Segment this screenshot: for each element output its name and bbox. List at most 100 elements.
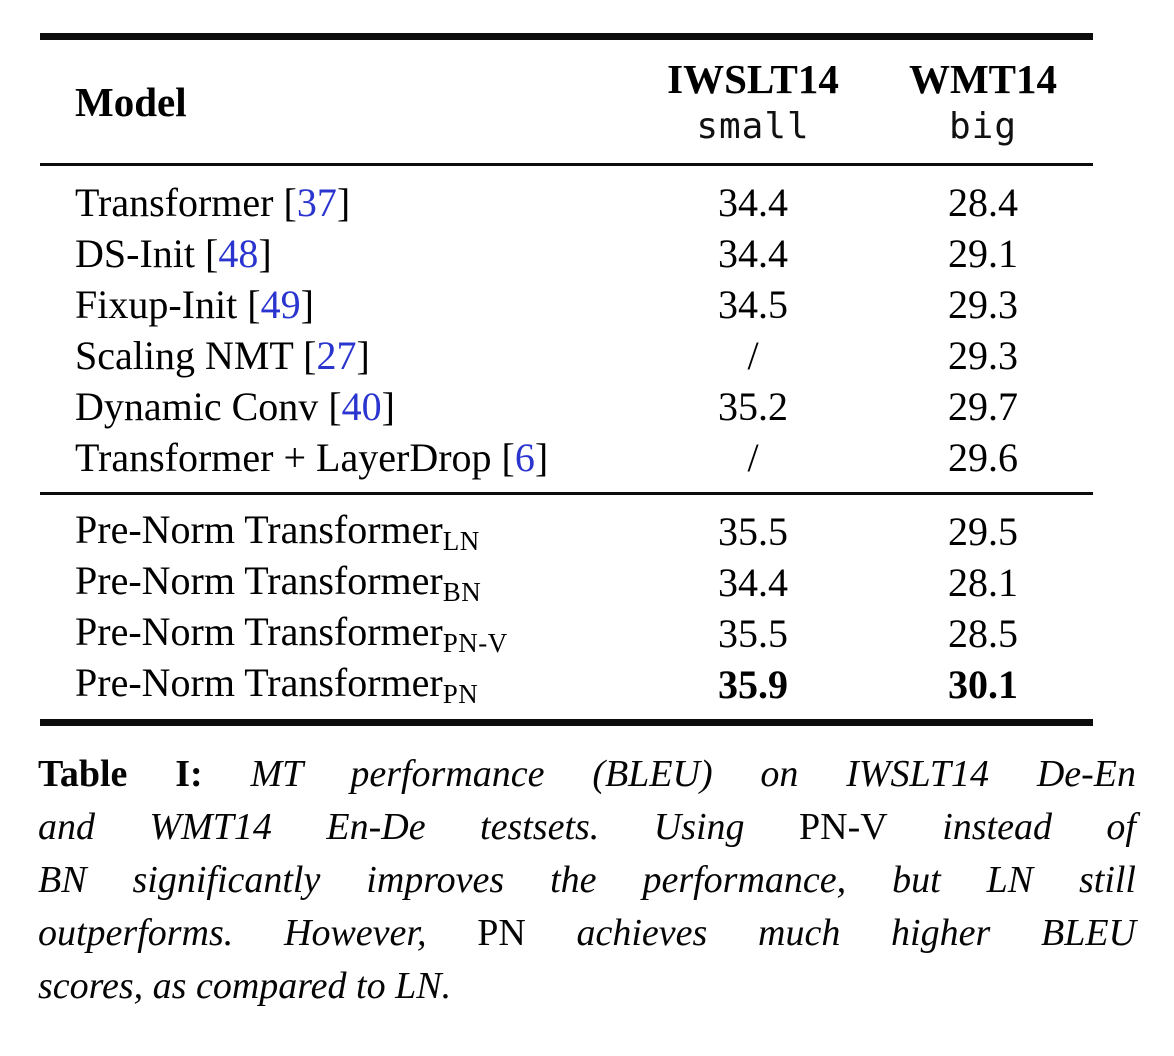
caption-text: achieves much higher BLEU — [525, 912, 1137, 954]
model-cell: Transformer [37] — [40, 179, 633, 226]
table-section-prenorm: Pre-Norm TransformerLN 35.5 29.5 Pre-Nor… — [40, 495, 1093, 719]
results-table: Model IWSLT14 small WMT14 big Transforme… — [40, 33, 1093, 726]
caption-text: BN significantly improves the performanc… — [38, 859, 1136, 901]
column-subtitle: small — [696, 105, 810, 147]
caption-text: instead of — [887, 806, 1136, 848]
table-row: DS-Init [48] 34.4 29.1 — [40, 228, 1093, 279]
table-rule-top — [40, 33, 1093, 40]
table-row: Scaling NMT [27] / 29.3 — [40, 330, 1093, 381]
iwslt-value: / — [747, 435, 759, 480]
model-name: Pre-Norm Transformer — [75, 660, 443, 705]
table-caption: Table I: MT performance (BLEU) on IWSLT1… — [38, 748, 1136, 1013]
model-cell: Pre-Norm TransformerPN-V — [40, 608, 633, 659]
cite-bracket: [ — [328, 384, 342, 429]
cite-bracket: [ — [501, 435, 515, 480]
table-row: Dynamic Conv [40] 35.2 29.7 — [40, 381, 1093, 432]
citation-link[interactable]: 48 — [218, 231, 259, 276]
iwslt-value: 35.5 — [718, 611, 788, 656]
cite-bracket: ] — [534, 435, 549, 480]
iwslt-value: 35.5 — [718, 509, 788, 554]
column-header-iwslt14: IWSLT14 small — [633, 57, 873, 147]
caption-text: PN — [477, 912, 526, 954]
table-row: Pre-Norm TransformerLN 35.5 29.5 — [40, 506, 1093, 557]
cite-bracket: [ — [283, 180, 297, 225]
model-name: Pre-Norm Transformer — [75, 558, 443, 603]
table-row: Pre-Norm TransformerPN 35.9 30.1 — [40, 659, 1093, 710]
cite-bracket: ] — [356, 333, 370, 378]
cite-bracket: [ — [303, 333, 317, 378]
wmt-value: 29.3 — [948, 333, 1018, 378]
iwslt-value: 34.4 — [718, 560, 788, 605]
column-title: IWSLT14 — [667, 55, 839, 102]
column-header-model: Model — [75, 78, 187, 125]
table-header-row: Model IWSLT14 small WMT14 big — [40, 40, 1093, 163]
caption-text: scores, as compared to LN. — [38, 965, 452, 1007]
model-name: Scaling NMT — [75, 333, 304, 378]
model-name: Fixup-Init — [75, 282, 248, 327]
caption-text: outperforms. However, — [38, 912, 478, 954]
caption-line-5: scores, as compared to LN. — [38, 960, 1136, 1013]
model-name: Transformer + LayerDrop — [75, 435, 502, 480]
model-cell: Transformer + LayerDrop [6] — [40, 434, 633, 481]
iwslt-value: 34.5 — [718, 282, 788, 327]
iwslt-value: 35.2 — [718, 384, 788, 429]
citation-link[interactable]: 6 — [514, 435, 535, 480]
iwslt-value: 35.9 — [718, 662, 788, 707]
table-row: Pre-Norm TransformerBN 34.4 28.1 — [40, 557, 1093, 608]
cite-bracket: ] — [381, 384, 395, 429]
citation-link[interactable]: 27 — [316, 333, 357, 378]
model-cell: Pre-Norm TransformerPN — [40, 659, 633, 710]
column-subtitle: big — [948, 105, 1018, 147]
citation-link[interactable]: 37 — [296, 180, 337, 225]
cite-bracket: [ — [247, 282, 261, 327]
model-name: Transformer — [75, 180, 284, 225]
cite-bracket: ] — [300, 282, 314, 327]
model-name: Pre-Norm Transformer — [75, 507, 443, 552]
caption-line-4: outperforms. However, PN achieves much h… — [38, 907, 1136, 960]
table-rule-bottom — [40, 719, 1093, 726]
iwslt-value: 34.4 — [718, 231, 788, 276]
table-row: Pre-Norm TransformerPN-V 35.5 28.5 — [40, 608, 1093, 659]
model-cell: Scaling NMT [27] — [40, 332, 633, 379]
model-cell: Dynamic Conv [40] — [40, 383, 633, 430]
model-name: Dynamic Conv — [75, 384, 329, 429]
wmt-value: 28.1 — [948, 560, 1018, 605]
model-subscript: LN — [442, 526, 480, 556]
citation-link[interactable]: 40 — [341, 384, 382, 429]
table-row: Fixup-Init [49] 34.5 29.3 — [40, 279, 1093, 330]
wmt-value: 29.6 — [948, 435, 1018, 480]
column-title: WMT14 — [908, 55, 1058, 102]
model-name: Pre-Norm Transformer — [75, 609, 443, 654]
caption-line-3: BN significantly improves the performanc… — [38, 854, 1136, 907]
model-name: DS-Init — [75, 231, 205, 276]
caption-label: Table I: — [38, 753, 203, 795]
model-subscript: BN — [442, 577, 482, 607]
model-cell: Fixup-Init [49] — [40, 281, 633, 328]
cite-bracket: ] — [258, 231, 272, 276]
caption-text: MT performance (BLEU) on IWSLT14 De-En — [202, 753, 1136, 795]
wmt-value: 28.5 — [948, 611, 1018, 656]
caption-text: PN-V — [799, 806, 888, 848]
model-cell: Pre-Norm TransformerLN — [40, 506, 633, 557]
citation-link[interactable]: 49 — [260, 282, 301, 327]
model-cell: DS-Init [48] — [40, 230, 633, 277]
table-row: Transformer + LayerDrop [6] / 29.6 — [40, 432, 1093, 483]
wmt-value: 29.3 — [948, 282, 1018, 327]
model-subscript: PN — [442, 679, 479, 709]
model-cell: Pre-Norm TransformerBN — [40, 557, 633, 608]
caption-text: and WMT14 En-De testsets. Using — [38, 806, 800, 848]
caption-line-2: and WMT14 En-De testsets. Using PN-V ins… — [38, 801, 1136, 854]
table-section-baselines: Transformer [37] 34.4 28.4 DS-Init [48] … — [40, 166, 1093, 492]
table-rule-mid — [40, 492, 1093, 495]
model-subscript: PN-V — [442, 628, 508, 658]
table-row: Transformer [37] 34.4 28.4 — [40, 177, 1093, 228]
table-rule-header — [40, 163, 1093, 166]
wmt-value: 29.5 — [948, 509, 1018, 554]
cite-bracket: [ — [205, 231, 219, 276]
column-header-wmt14: WMT14 big — [873, 57, 1093, 147]
wmt-value: 30.1 — [948, 662, 1018, 707]
caption-line-1: Table I: MT performance (BLEU) on IWSLT1… — [38, 748, 1136, 801]
cite-bracket: ] — [336, 180, 351, 225]
wmt-value: 29.1 — [948, 231, 1018, 276]
